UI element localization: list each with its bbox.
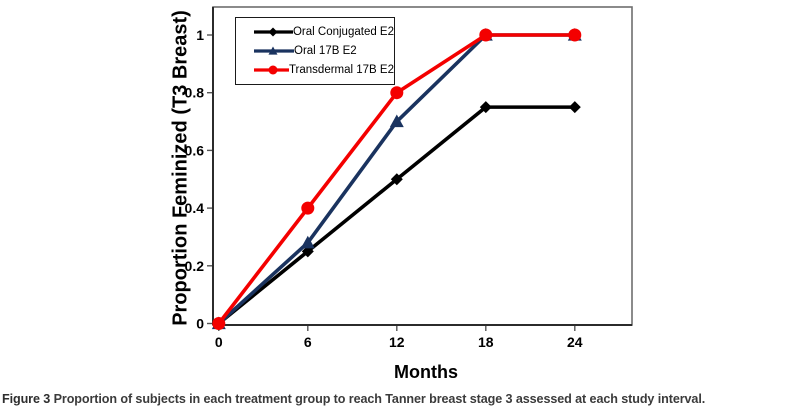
y-axis-title: Proportion Feminized (T3 Breast) <box>169 10 192 326</box>
legend-marker-triangle <box>268 46 278 55</box>
x-tick-label: 18 <box>478 334 494 350</box>
legend-label: Oral Conjugated E2 <box>292 25 394 38</box>
x-tick-label: 6 <box>304 334 312 350</box>
circle-marker <box>568 28 582 42</box>
triangle-marker <box>389 114 404 128</box>
y-tick-label: 0.2 <box>185 258 205 274</box>
x-tick-label: 12 <box>389 334 405 350</box>
line-chart: 0 0.2 0.4 0.6 0.8 1 0 6 12 18 24 <box>185 6 633 350</box>
legend-marker-circle <box>268 65 278 75</box>
legend-item-transdermal-17b-e2: Transdermal 17B E2 <box>254 61 394 80</box>
legend-diamond-line-icon <box>254 27 293 37</box>
diamond-marker <box>390 173 403 186</box>
diamond-marker <box>479 101 492 114</box>
legend-item-oral-conjugated-e2: Oral Conjugated E2 <box>254 22 394 41</box>
chart-legend: Oral Conjugated E2 Oral 17B E2 Transdermal… <box>235 17 395 85</box>
circle-marker <box>301 201 315 215</box>
x-axis-title: Months <box>394 362 458 382</box>
x-tick-label: 24 <box>567 334 583 350</box>
x-tick-label: 0 <box>215 334 223 350</box>
figure-caption: Figure 3 Proportion of subjects in each … <box>2 392 794 406</box>
legend-label: Oral 17B E2 <box>294 44 357 57</box>
series-oral-conjugated-e2 <box>212 101 581 330</box>
y-tick-label: 0.4 <box>185 200 205 216</box>
legend-item-oral-17b-e2: Oral 17B E2 <box>254 41 394 60</box>
series-transdermal-17b-e2 <box>212 28 582 330</box>
legend-marker-diamond <box>268 27 278 37</box>
diamond-marker <box>301 245 314 258</box>
circle-marker <box>212 317 226 330</box>
figure-caption-label: Figure 3 <box>2 392 51 406</box>
legend-label: Transdermal 17B E2 <box>288 64 394 77</box>
y-tick-label: 0.8 <box>185 85 205 101</box>
legend-circle-line-icon <box>254 65 289 75</box>
diamond-marker <box>568 101 581 114</box>
circle-marker <box>479 28 493 42</box>
legend-triangle-line-icon <box>254 46 294 55</box>
circle-marker <box>390 86 404 100</box>
y-tick-label: 0 <box>196 316 204 332</box>
triangle-marker <box>300 235 315 249</box>
series-line-oral-conjugated-e2 <box>217 105 577 326</box>
y-tick-label: 1 <box>196 27 204 43</box>
figure-caption-text: Proportion of subjects in each treatment… <box>53 392 706 406</box>
y-tick-label: 0.6 <box>185 142 205 158</box>
